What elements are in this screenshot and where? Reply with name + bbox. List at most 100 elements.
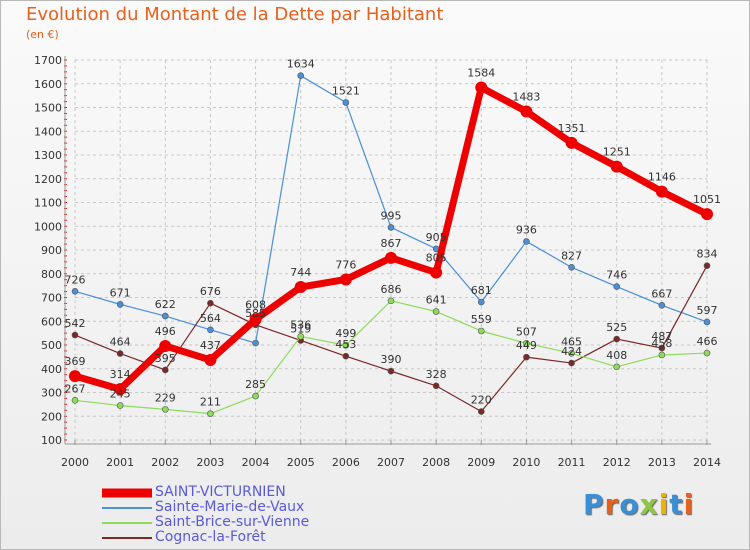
data-label: 1251: [603, 146, 631, 159]
legend-item: Saint-Brice-sur-Vienne: [102, 515, 362, 530]
x-tick-label: 2003: [196, 456, 224, 469]
data-label: 465: [561, 335, 582, 348]
x-tick-label: 2011: [558, 456, 586, 469]
data-label: 464: [110, 336, 131, 349]
legend: SAINT-VICTURNIEN Sainte-Marie-de-Vaux Sain…: [102, 485, 362, 545]
y-tick-label: 100: [41, 434, 62, 447]
data-label: 390: [381, 353, 402, 366]
data-label: 519: [290, 322, 311, 335]
logo-letter: P: [583, 488, 605, 521]
data-point: [297, 72, 305, 79]
data-label: 776: [335, 258, 356, 271]
data-point: [475, 81, 488, 94]
legend-label: Saint-Brice-sur-Vienne: [155, 514, 310, 530]
legend-label: Cognac-la-Forêt: [155, 529, 266, 545]
grid: [74, 59, 708, 441]
y-tick-label: 700: [41, 292, 62, 305]
x-tick-label: 2009: [467, 456, 495, 469]
data-point: [703, 318, 711, 326]
y-tick-label: 1400: [34, 125, 62, 138]
data-label: 1634: [287, 58, 315, 71]
x-tick-label: 2013: [648, 456, 676, 469]
data-point: [613, 283, 621, 290]
data-label: 499: [335, 327, 356, 340]
data-point: [610, 160, 623, 173]
data-point: [207, 326, 214, 334]
data-point: [339, 273, 352, 286]
data-label: 936: [516, 223, 537, 236]
chart-subtitle: (en €): [26, 28, 59, 41]
y-tick-label: 900: [41, 244, 62, 257]
y-tick-label: 400: [41, 363, 62, 376]
data-point: [477, 327, 485, 335]
data-label: 314: [110, 368, 131, 381]
data-label: 726: [65, 273, 86, 286]
legend-swatch: [102, 536, 152, 539]
data-point: [613, 363, 621, 371]
legend-swatch: [102, 506, 152, 509]
data-label: 559: [471, 313, 492, 326]
data-label: 229: [155, 391, 176, 404]
x-tick-label: 2012: [603, 456, 631, 469]
legend-item: Cognac-la-Forêt: [102, 530, 362, 545]
data-label: 487: [651, 330, 672, 343]
data-label: 453: [335, 338, 356, 351]
data-label: 597: [697, 304, 718, 317]
data-point: [703, 262, 711, 269]
y-tick-label: 1700: [34, 54, 62, 67]
x-tick-label: 2006: [332, 456, 360, 469]
data-point: [116, 301, 124, 308]
data-label: 641: [426, 294, 447, 307]
data-label: 369: [65, 355, 86, 368]
data-label: 1521: [332, 85, 360, 98]
logo-letter: i: [683, 488, 695, 521]
chart-title: Evolution du Montant de la Dette par Hab…: [26, 4, 444, 25]
data-label: 449: [516, 339, 537, 352]
data-label: 608: [245, 298, 266, 311]
legend-label: SAINT-VICTURNIEN: [155, 484, 286, 500]
y-tick-label: 1600: [34, 78, 62, 91]
data-label: 676: [200, 285, 221, 298]
data-label: 525: [606, 321, 627, 334]
logo-letter: x: [639, 488, 659, 521]
data-point: [658, 351, 666, 359]
data-point: [204, 353, 217, 366]
data-point: [568, 359, 575, 367]
data-point: [342, 352, 350, 360]
data-point: [385, 251, 397, 264]
data-label: 536: [290, 318, 311, 331]
data-point: [432, 382, 440, 390]
x-tick-label: 2001: [106, 456, 134, 469]
data-label: 285: [245, 378, 266, 391]
data-point: [523, 353, 530, 361]
y-tick-label: 800: [41, 268, 62, 281]
data-label: 746: [606, 269, 627, 282]
logo-letter: o: [619, 488, 640, 521]
data-label: 1051: [693, 193, 721, 206]
data-label: 328: [426, 368, 447, 381]
data-label: 671: [110, 286, 131, 299]
x-tick-label: 2007: [377, 456, 405, 469]
data-label: 1146: [648, 171, 676, 184]
y-tick-label: 1300: [34, 149, 62, 162]
data-label: 867: [381, 237, 402, 250]
data-point: [477, 408, 485, 415]
data-label: 834: [697, 248, 718, 261]
data-point: [342, 341, 350, 349]
y-tick-label: 1500: [34, 102, 62, 115]
data-point: [116, 350, 124, 357]
x-tick-label: 2010: [512, 456, 540, 469]
data-point: [701, 208, 713, 221]
data-label: 667: [651, 287, 672, 300]
data-point: [477, 298, 485, 306]
x-tick-label: 2004: [242, 456, 270, 469]
data-label: 437: [200, 339, 221, 352]
logo-letter: t: [669, 488, 684, 521]
data-point: [655, 185, 668, 198]
y-tick-label: 200: [41, 410, 62, 423]
data-label: 585: [245, 307, 266, 320]
data-point: [430, 266, 443, 279]
data-point: [114, 383, 127, 396]
data-label: 827: [561, 249, 582, 262]
